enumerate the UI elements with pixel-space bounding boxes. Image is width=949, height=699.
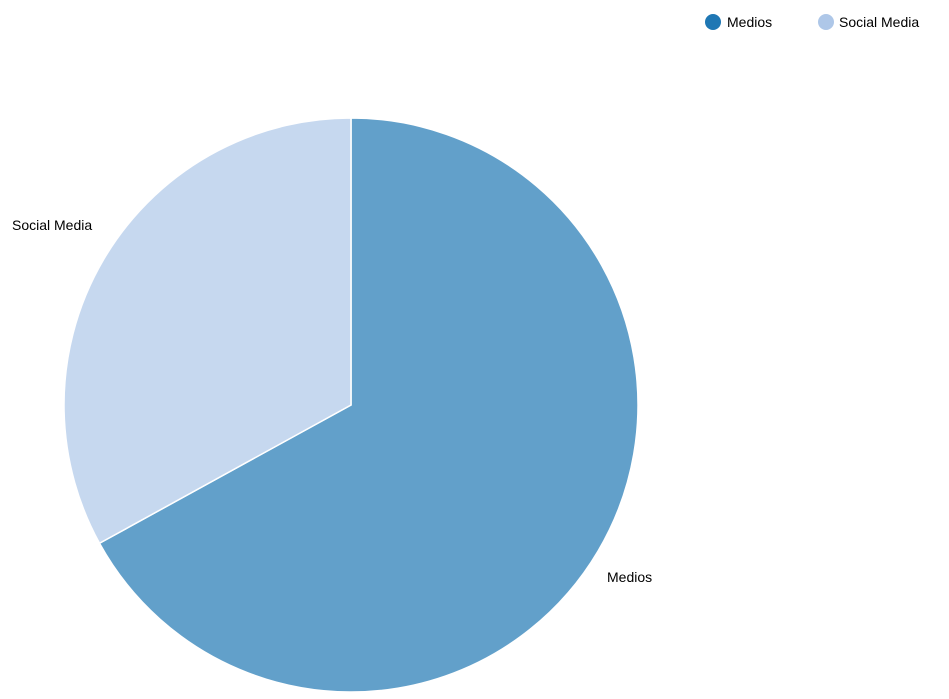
legend-item-medios[interactable]: Medios xyxy=(705,14,772,30)
legend-label-medios: Medios xyxy=(727,14,772,30)
slice-label-medios: Medios xyxy=(607,569,652,585)
pie-slices xyxy=(63,117,639,693)
pie-slice-labels: Medios Social Media xyxy=(12,217,652,585)
pie-slice-medios[interactable] xyxy=(98,117,639,693)
legend: Medios Social Media xyxy=(705,14,919,30)
legend-label-social-media: Social Media xyxy=(839,14,919,30)
legend-item-social-media[interactable]: Social Media xyxy=(818,14,919,30)
slice-label-social-media: Social Media xyxy=(12,217,92,233)
legend-swatch-social-media xyxy=(818,14,834,30)
pie-slice-social-media[interactable] xyxy=(63,117,352,545)
legend-swatch-medios xyxy=(705,14,721,30)
